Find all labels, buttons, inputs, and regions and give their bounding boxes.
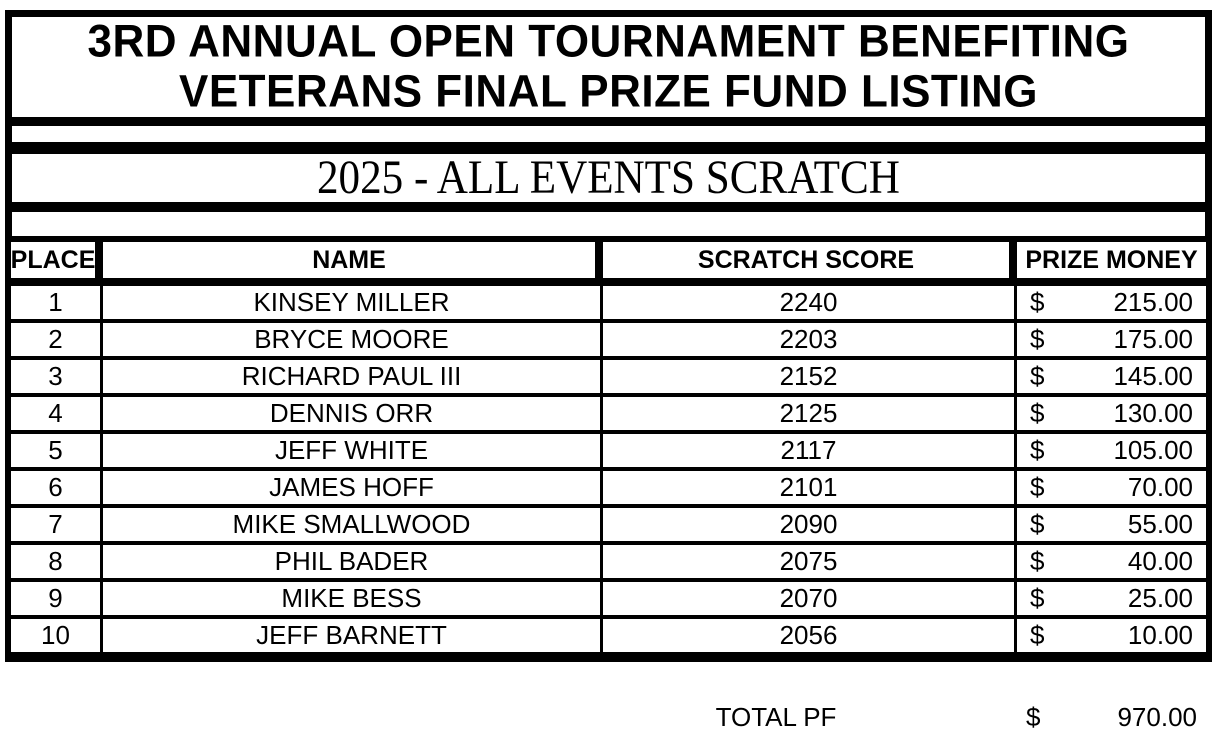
score-cell: 2056 (603, 619, 1017, 652)
name-cell: BRYCE MOORE (103, 323, 603, 356)
name-cell: MIKE SMALLWOOD (103, 508, 603, 541)
document-page: 3RD ANNUAL OPEN TOURNAMENT BENEFITING VE… (5, 10, 1212, 733)
name-cell: JEFF WHITE (103, 434, 603, 467)
currency-symbol: $ (1030, 435, 1045, 465)
prize-amount: 175.00 (1113, 324, 1193, 354)
table-row-9: 9 MIKE BESS 2070 $ 25.00 (11, 582, 1206, 619)
currency-symbol: $ (1030, 620, 1045, 650)
score-cell: 2075 (603, 545, 1017, 578)
header-score: SCRATCH SCORE (603, 242, 1017, 278)
place-cell: 1 (11, 286, 103, 319)
prize-amount: 145.00 (1113, 361, 1193, 391)
table-header-row: PLACE NAME SCRATCH SCORE PRIZE MONEY (11, 242, 1206, 286)
currency-symbol: $ (1030, 398, 1045, 428)
prize-amount: 130.00 (1113, 398, 1193, 428)
currency-symbol: $ (1030, 324, 1045, 354)
table-row-2: 2 BRYCE MOORE 2203 $ 175.00 (11, 323, 1206, 360)
table-row-10: 10 JEFF BARNETT 2056 $ 10.00 (11, 619, 1206, 652)
place-cell: 4 (11, 397, 103, 430)
title-line-2: VETERANS FINAL PRIZE FUND LISTING (178, 66, 1039, 117)
score-cell: 2101 (603, 471, 1017, 504)
score-cell: 2203 (603, 323, 1017, 356)
total-pf-row: TOTAL PF $ 970.00 (5, 702, 1212, 733)
place-cell: 5 (11, 434, 103, 467)
prize-cell: $ 40.00 (1017, 545, 1206, 578)
score-cell: 2152 (603, 360, 1017, 393)
name-cell: MIKE BESS (103, 582, 603, 615)
prize-amount: 25.00 (1127, 583, 1193, 613)
table-row-3: 3 RICHARD PAUL III 2152 $ 145.00 (11, 360, 1206, 397)
place-cell: 10 (11, 619, 103, 652)
prize-cell: $ 70.00 (1017, 471, 1206, 504)
score-cell: 2117 (603, 434, 1017, 467)
total-money: $ 970.00 (1011, 702, 1212, 733)
prize-cell: $ 175.00 (1017, 323, 1206, 356)
title-box: 3RD ANNUAL OPEN TOURNAMENT BENEFITING VE… (5, 10, 1212, 126)
table-row-5: 5 JEFF WHITE 2117 $ 105.00 (11, 434, 1206, 471)
table-row-8: 8 PHIL BADER 2075 $ 40.00 (11, 545, 1206, 582)
place-cell: 8 (11, 545, 103, 578)
place-cell: 3 (11, 360, 103, 393)
prize-amount: 70.00 (1127, 472, 1193, 502)
score-cell: 2090 (603, 508, 1017, 541)
name-cell: KINSEY MILLER (103, 286, 603, 319)
currency-symbol: $ (1030, 472, 1045, 502)
header-place: PLACE (11, 242, 103, 278)
name-cell: JEFF BARNETT (103, 619, 603, 652)
prize-cell: $ 10.00 (1017, 619, 1206, 652)
prize-cell: $ 130.00 (1017, 397, 1206, 430)
place-cell: 2 (11, 323, 103, 356)
name-cell: JAMES HOFF (103, 471, 603, 504)
spacer-band-top (5, 126, 1212, 142)
header-prize: PRIZE MONEY (1025, 245, 1198, 274)
score-cell: 2240 (603, 286, 1017, 319)
prize-amount: 10.00 (1127, 620, 1193, 650)
prize-amount: 215.00 (1113, 287, 1193, 317)
place-cell: 6 (11, 471, 103, 504)
table-row-1: 1 KINSEY MILLER 2240 $ 215.00 (11, 286, 1206, 323)
place-cell: 7 (11, 508, 103, 541)
prize-cell: $ 145.00 (1017, 360, 1206, 393)
prize-cell: $ 55.00 (1017, 508, 1206, 541)
event-subtitle: 2025 - ALL EVENTS SCRATCH (317, 151, 900, 204)
prize-cell: $ 25.00 (1017, 582, 1206, 615)
subtitle-box: 2025 - ALL EVENTS SCRATCH (5, 142, 1212, 212)
place-cell: 9 (11, 582, 103, 615)
table-row-7: 7 MIKE SMALLWOOD 2090 $ 55.00 (11, 508, 1206, 545)
prize-amount: 105.00 (1113, 435, 1193, 465)
header-name: NAME (103, 242, 603, 278)
prize-cell: $ 215.00 (1017, 286, 1206, 319)
table-row-6: 6 JAMES HOFF 2101 $ 70.00 (11, 471, 1206, 508)
prize-amount: 40.00 (1127, 546, 1193, 576)
total-spacer (5, 702, 97, 733)
currency-symbol: $ (1030, 546, 1045, 576)
prize-cell: $ 105.00 (1017, 434, 1206, 467)
total-spacer (97, 702, 597, 733)
title-line-1: 3RD ANNUAL OPEN TOURNAMENT BENEFITING (87, 16, 1130, 67)
total-amount: 970.00 (1117, 702, 1197, 732)
total-currency-symbol: $ (1026, 702, 1041, 732)
prize-table: PLACE NAME SCRATCH SCORE PRIZE MONEY 1 K… (5, 236, 1212, 662)
name-cell: PHIL BADER (103, 545, 603, 578)
currency-symbol: $ (1030, 287, 1045, 317)
spacer-band-bottom (5, 212, 1212, 236)
score-cell: 2070 (603, 582, 1017, 615)
currency-symbol: $ (1030, 361, 1045, 391)
currency-symbol: $ (1030, 509, 1045, 539)
table-row-4: 4 DENNIS ORR 2125 $ 130.00 (11, 397, 1206, 434)
total-label: TOTAL PF (715, 702, 837, 732)
prize-amount: 55.00 (1127, 509, 1193, 539)
name-cell: RICHARD PAUL III (103, 360, 603, 393)
score-cell: 2125 (603, 397, 1017, 430)
currency-symbol: $ (1030, 583, 1045, 613)
name-cell: DENNIS ORR (103, 397, 603, 430)
